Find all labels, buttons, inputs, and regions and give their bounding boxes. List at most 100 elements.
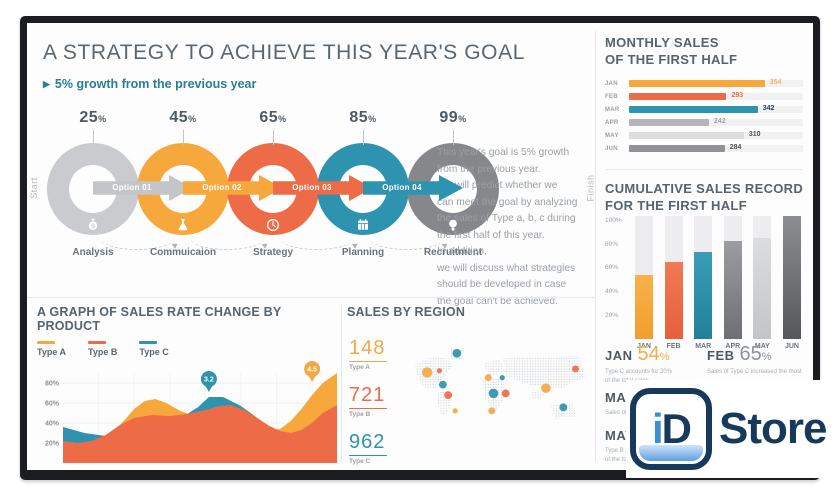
region-total-value: 721 [349, 384, 388, 409]
bar-fill [629, 93, 727, 100]
x-axis-tick-label: 30 [166, 469, 174, 470]
monthly-sales-title: MONTHLY SALES OF THE FIRST HALF [605, 35, 737, 69]
logo-id-text: iD [651, 405, 692, 452]
region-total: 148 Type A [349, 337, 388, 371]
y-axis-tick-label: 60% [45, 401, 60, 408]
step-percent-value: 99 [439, 109, 459, 126]
logo-store-text: Store [719, 404, 827, 453]
region-total: 721 Type B [349, 384, 388, 418]
cumulative-column: APR [723, 215, 742, 350]
cumulative-bar-area [782, 215, 801, 339]
monitor-frame: A STRATEGY TO ACHIEVE THIS YEAR'S GOAL ▶… [20, 16, 820, 480]
bar-month-label: APR [605, 119, 619, 126]
logo-swish-decoration [639, 445, 703, 461]
pin-value: 3.2 [204, 377, 214, 384]
goal-text-line: should be developed in case [437, 279, 567, 291]
region-total: 962 Type C [349, 431, 388, 465]
step-label: Analysis [72, 247, 114, 258]
product-chart-legend: Type A Type B Type C [37, 341, 341, 357]
sales-by-region-panel: SALES BY REGION 148 Type A 721 Type B 962 Typ… [347, 305, 593, 465]
stat-notes: Type B account of the total sal [605, 447, 646, 466]
stat-note-line: Type C accounts for 30% [605, 369, 673, 375]
bar-fill [629, 119, 710, 126]
monthly-bar-row: FEB 293 [605, 90, 803, 103]
bar-month-label: MAY [605, 132, 619, 139]
bar-track: 354 [629, 79, 803, 87]
bar-value: 284 [729, 144, 742, 151]
flask-icon [175, 217, 191, 233]
bar-month-label: MAR [605, 106, 620, 113]
flow-arc [99, 225, 180, 250]
step-percent-unit: % [368, 114, 377, 124]
step-percent: 65% [227, 109, 319, 127]
goal-text-line: the first half of this year. [437, 229, 545, 241]
y-axis-tick-label: 40% [45, 421, 60, 428]
step-percent: 85% [317, 109, 409, 127]
bar-month-label: JAN [636, 343, 651, 350]
calendar-icon [355, 217, 371, 233]
stat-month: JAN [605, 348, 633, 363]
bar-value: 342 [762, 105, 775, 112]
percent-pointer-line [273, 130, 274, 145]
goal-text-line: from the previous year. [437, 163, 541, 175]
pin-value: 4.5 [307, 367, 317, 374]
flow-arc [189, 225, 270, 250]
bar-value: 242 [714, 118, 726, 125]
y-axis-tick-label: 20% [45, 441, 60, 448]
y-axis-tick-label: 60% [605, 264, 619, 272]
logo-letter-i: i [651, 405, 664, 452]
bar-month-label: FEB [666, 343, 681, 350]
x-axis-tick-label: 40 [201, 469, 209, 470]
bar-value: 310 [748, 131, 761, 138]
horizontal-divider-rightcol [605, 169, 803, 170]
legend-label: Type C [139, 347, 169, 357]
x-axis-tick-label: 70 [308, 469, 316, 470]
bar-month-label: JUN [784, 343, 799, 350]
region-total-label: Type C [349, 458, 371, 465]
monthly-bar-row: MAY 310 [605, 129, 803, 142]
y-axis-tick-label: 100% [605, 216, 622, 224]
bar-fill [664, 261, 683, 339]
cumulative-bar-area [723, 215, 742, 339]
map-dot [559, 403, 568, 412]
product-area-chart: 80% 60% 40% 20% 10 20 30 40 50 60 70 3.2 4.5 [45, 361, 337, 470]
bar-fill [629, 106, 758, 113]
stat-value-number: 54 [637, 343, 660, 365]
bar-fill [782, 216, 801, 339]
bar-fill [629, 80, 765, 87]
cumulative-chart: 100% 80% 60% 40% 20% JAN FEB MAR APR MAY JUN [605, 215, 803, 365]
bar-fill [629, 145, 725, 152]
stat-month: FEB [707, 348, 735, 363]
goal-text-line: the sales of Type a, b, c during [437, 213, 576, 225]
y-axis-tick-label: 80% [605, 240, 619, 248]
stat-value-unit: % [761, 351, 772, 363]
goal-text-line: can meet the goal by analyzing [437, 196, 578, 208]
step-percent-value: 25 [79, 109, 99, 126]
pin-circle [200, 371, 217, 387]
map-dot [421, 367, 433, 378]
bar-month-label: JUN [605, 145, 618, 152]
cumulative-title: CUMULATIVE SALES RECORD FOR THE FIRST HA… [605, 181, 803, 215]
x-axis-tick-label: 60 [272, 469, 280, 470]
x-axis-tick-label: 10 [94, 469, 102, 470]
percent-pointer-line [453, 130, 454, 145]
stat-header: FEB 65% [707, 343, 802, 366]
cumulative-bar-area [694, 215, 713, 339]
bar-track: 342 [629, 105, 803, 113]
map-dot [501, 389, 510, 398]
monthly-sales-title-line2: OF THE FIRST HALF [605, 51, 738, 67]
monthly-bar-row: MAR 342 [605, 103, 803, 116]
step-label: Strategy [252, 247, 293, 258]
stat-value-number: 65 [739, 343, 762, 365]
vertical-divider-bottom [341, 305, 342, 462]
step-percent-value: 65 [259, 109, 279, 126]
continent-silhouette [531, 391, 545, 401]
legend-color-dash [88, 341, 107, 344]
percent-pointer-line [363, 130, 364, 145]
region-total-value: 962 [349, 431, 388, 456]
svg-text:$: $ [91, 223, 95, 230]
stat-value-unit: % [659, 351, 670, 363]
bar-value: 354 [769, 79, 782, 86]
percent-pointer-line [93, 130, 94, 145]
